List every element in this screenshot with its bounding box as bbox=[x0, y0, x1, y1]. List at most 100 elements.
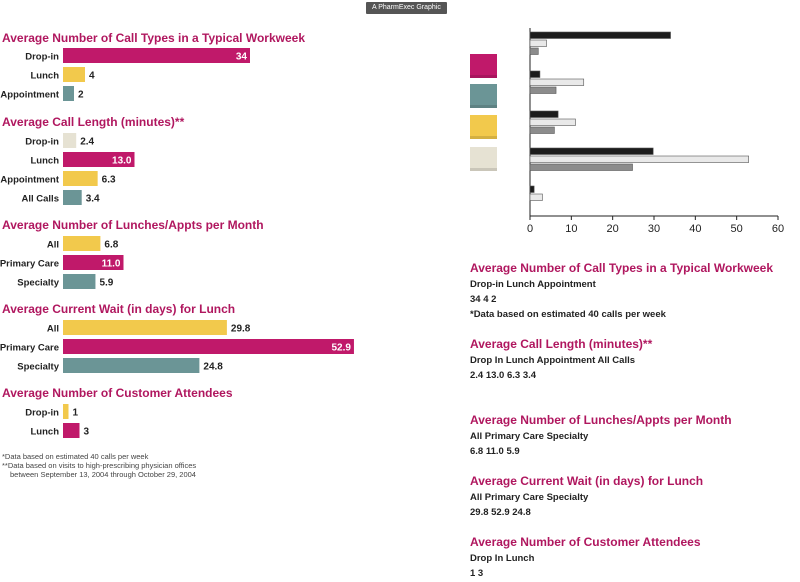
bar bbox=[63, 236, 101, 251]
footnote-2: **Data based on visits to high-prescribi… bbox=[2, 461, 197, 470]
bar bbox=[63, 358, 200, 373]
category-label: Specialty bbox=[17, 278, 59, 289]
legend-swatch-shadow bbox=[470, 136, 497, 139]
chart-title-wait-days: Average Current Wait (in days) for Lunch bbox=[2, 302, 236, 316]
text-title-call-types: Average Number of Call Types in a Typica… bbox=[470, 261, 773, 275]
text-values-call-types: 34 4 2 bbox=[470, 294, 497, 305]
text-categories-lunches: All Primary Care Specialty bbox=[470, 431, 589, 442]
bar bbox=[529, 39, 547, 47]
category-label: Drop-in bbox=[25, 408, 59, 419]
brand-badge: A PharmExec Graphic bbox=[366, 2, 447, 14]
category-label: Primary Care bbox=[0, 343, 59, 354]
data-label: 29.8 bbox=[231, 324, 251, 335]
data-label: 6.3 bbox=[102, 175, 116, 186]
data-label: 11.0 bbox=[102, 259, 121, 270]
legend-swatch bbox=[470, 115, 497, 139]
category-label: Drop-in bbox=[25, 137, 59, 148]
text-note-call-types: *Data based on estimated 40 calls per we… bbox=[470, 309, 666, 320]
bar bbox=[63, 171, 98, 186]
text-values-wait: 29.8 52.9 24.8 bbox=[470, 507, 531, 518]
text-title-call-length: Average Call Length (minutes)** bbox=[470, 337, 653, 351]
bar bbox=[63, 190, 82, 205]
category-label: All bbox=[47, 240, 59, 251]
text-values-attendees: 1 3 bbox=[470, 568, 484, 579]
bar bbox=[63, 67, 85, 82]
bar bbox=[63, 255, 124, 270]
x-tick-label: 20 bbox=[607, 223, 619, 235]
data-label: 2.4 bbox=[80, 137, 94, 148]
legend-swatch bbox=[470, 147, 497, 171]
chart-title-attendees: Average Number of Customer Attendees bbox=[2, 386, 233, 400]
data-label: 52.9 bbox=[331, 343, 351, 354]
bar bbox=[63, 48, 250, 63]
text-title-wait: Average Current Wait (in days) for Lunch bbox=[470, 474, 704, 488]
bar bbox=[63, 133, 77, 148]
x-tick-label: 50 bbox=[731, 223, 743, 235]
chart-title-call-length: Average Call Length (minutes)** bbox=[2, 115, 185, 129]
text-categories-wait: All Primary Care Specialty bbox=[470, 492, 589, 503]
category-label: Lunch bbox=[31, 156, 60, 167]
bar bbox=[63, 339, 354, 354]
x-tick-label: 40 bbox=[689, 223, 701, 235]
text-categories-call-types: Drop-in Lunch Appointment bbox=[470, 279, 596, 290]
text-categories-attendees: Drop In Lunch bbox=[470, 553, 535, 564]
category-label: Appointment bbox=[0, 175, 59, 186]
footnote-1: *Data based on estimated 40 calls per we… bbox=[2, 452, 149, 461]
bar bbox=[529, 47, 539, 55]
bar bbox=[529, 193, 543, 201]
bar bbox=[529, 86, 557, 94]
bar bbox=[63, 86, 74, 101]
data-label: 4 bbox=[89, 71, 95, 82]
bar bbox=[63, 423, 80, 438]
bar bbox=[63, 152, 135, 167]
bar bbox=[529, 126, 555, 134]
bar bbox=[529, 78, 585, 86]
bar bbox=[63, 320, 227, 335]
bar bbox=[529, 185, 535, 193]
bar bbox=[529, 155, 749, 163]
category-label: All Calls bbox=[22, 194, 60, 205]
x-tick-label: 60 bbox=[772, 223, 784, 235]
x-tick-label: 0 bbox=[527, 223, 533, 235]
text-values-lunches: 6.8 11.0 5.9 bbox=[470, 446, 520, 457]
data-label: 3.4 bbox=[86, 194, 100, 205]
bar bbox=[529, 31, 671, 39]
data-label: 1 bbox=[73, 408, 79, 419]
x-tick-label: 10 bbox=[565, 223, 577, 235]
category-label: Specialty bbox=[17, 362, 59, 373]
category-label: All bbox=[47, 324, 59, 335]
bar bbox=[529, 163, 633, 171]
data-label: 24.8 bbox=[203, 362, 223, 373]
legend-swatch bbox=[470, 54, 497, 78]
bar bbox=[529, 110, 559, 118]
category-label: Lunch bbox=[31, 71, 60, 82]
data-label: 5.9 bbox=[99, 278, 113, 289]
legend-swatch bbox=[470, 84, 497, 108]
x-tick-label: 30 bbox=[648, 223, 660, 235]
data-label: 6.8 bbox=[104, 240, 118, 251]
category-label: Primary Care bbox=[0, 259, 59, 270]
category-label: Lunch bbox=[31, 427, 60, 438]
text-title-attendees: Average Number of Customer Attendees bbox=[470, 535, 701, 549]
bar bbox=[63, 404, 69, 419]
chart-title-call-types: Average Number of Call Types in a Typica… bbox=[2, 31, 305, 45]
category-label: Appointment bbox=[0, 90, 59, 101]
footnote-3: between September 13, 2004 through Octob… bbox=[10, 470, 196, 479]
legend-swatch-shadow bbox=[470, 105, 497, 108]
text-categories-call-length: Drop In Lunch Appointment All Calls bbox=[470, 355, 636, 366]
bar bbox=[529, 147, 654, 155]
data-label: 2 bbox=[78, 90, 84, 101]
bar bbox=[529, 118, 576, 126]
legend-swatch-shadow bbox=[470, 168, 497, 171]
data-label: 13.0 bbox=[112, 156, 132, 167]
bar bbox=[63, 274, 96, 289]
category-label: Drop-in bbox=[25, 52, 59, 63]
chart-title-lunches-per-month: Average Number of Lunches/Appts per Mont… bbox=[2, 218, 264, 232]
text-values-call-length: 2.4 13.0 6.3 3.4 bbox=[470, 370, 537, 381]
text-title-lunches: Average Number of Lunches/Appts per Mont… bbox=[470, 413, 732, 427]
bar bbox=[529, 70, 541, 78]
combined-bar-chart: 0 10 20 30 40 50 60 bbox=[470, 28, 784, 235]
left-bar-charts: Drop-in 34 Lunch 4 Appointment 2 Drop-in 2.4 Lun… bbox=[0, 48, 354, 438]
data-label: 3 bbox=[84, 427, 90, 438]
legend-swatch-shadow bbox=[470, 75, 497, 78]
